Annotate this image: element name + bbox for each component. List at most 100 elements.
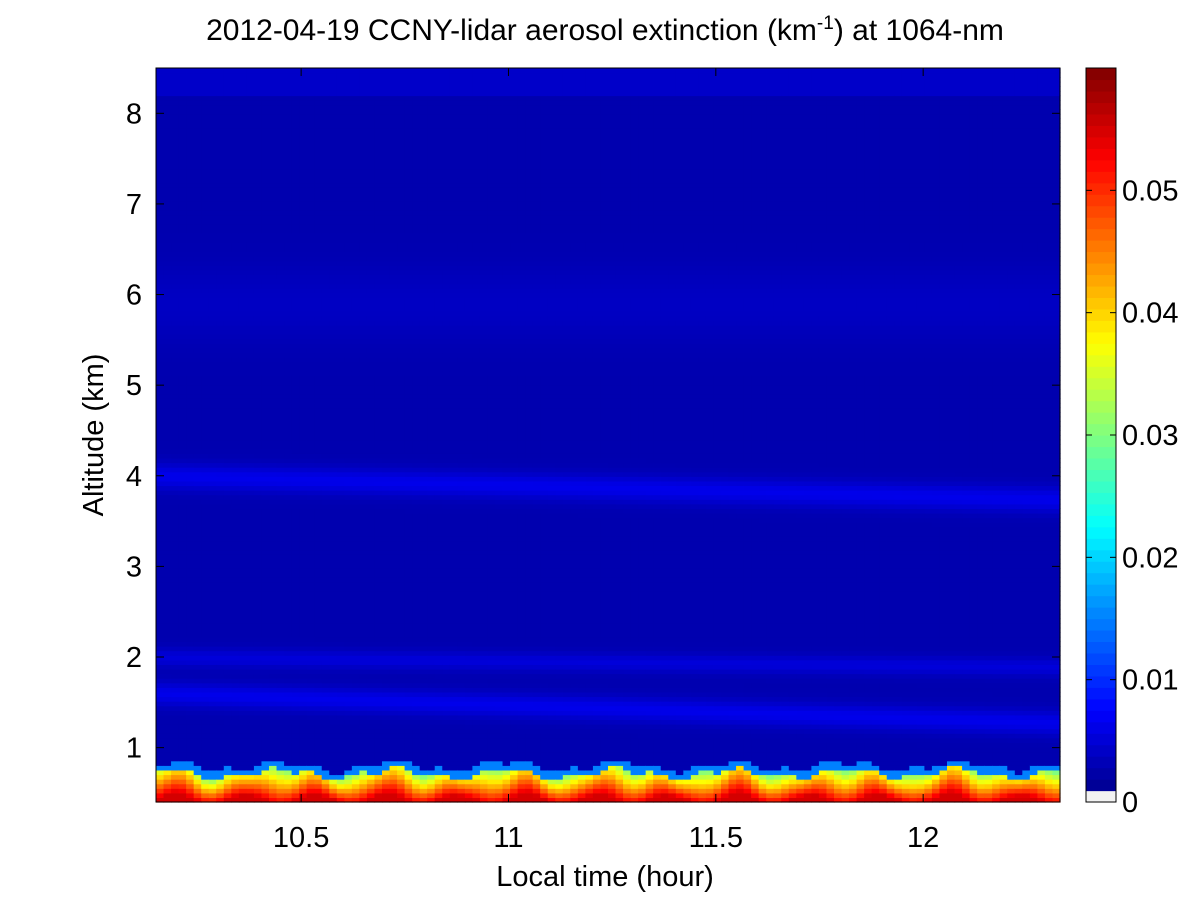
heatmap-cell [314, 577, 323, 583]
heatmap-cell [374, 586, 383, 592]
heatmap-cell [246, 581, 255, 587]
heatmap-cell [246, 641, 255, 647]
heatmap-cell [276, 384, 285, 390]
heatmap-cell [223, 320, 232, 326]
heatmap-cell [186, 705, 195, 711]
heatmap-cell [344, 412, 353, 418]
heatmap-cell [276, 448, 285, 454]
heatmap-cell [231, 196, 240, 202]
heatmap-cell [246, 430, 255, 436]
heatmap-cell [238, 123, 247, 129]
heatmap-cell [366, 297, 376, 303]
heatmap-cell [186, 535, 195, 542]
heatmap-cell [253, 485, 263, 491]
heatmap-cell [261, 279, 270, 285]
heatmap-cell [186, 123, 195, 129]
heatmap-cell [299, 512, 308, 519]
heatmap-cell [299, 145, 308, 152]
heatmap-cell [156, 118, 165, 124]
heatmap-cell [284, 201, 293, 207]
heatmap-cell [351, 118, 360, 124]
heatmap-cell [186, 687, 195, 693]
heatmap-cell [314, 150, 323, 156]
heatmap-cell [186, 444, 195, 450]
heatmap-cell [321, 512, 330, 519]
heatmap-cell [208, 545, 217, 551]
heatmap-cell [171, 490, 180, 496]
heatmap-cell [374, 476, 383, 482]
heatmap-cell [201, 237, 210, 243]
heatmap-cell [336, 90, 345, 97]
heatmap-cell [366, 517, 376, 523]
heatmap-cell [238, 168, 247, 175]
heatmap-cell [193, 494, 202, 500]
heatmap-cell [336, 751, 345, 757]
heatmap-cell [253, 627, 263, 633]
heatmap-cell [351, 357, 360, 363]
heatmap-cell [208, 251, 217, 257]
heatmap-cell [246, 104, 255, 110]
heatmap-cell [253, 425, 263, 432]
heatmap-cell [223, 471, 232, 477]
heatmap-cell [314, 549, 323, 555]
heatmap-cell [231, 343, 240, 349]
heatmap-cell [261, 609, 270, 615]
heatmap-cell [223, 329, 232, 335]
heatmap-cell [336, 379, 345, 386]
heatmap-cell [382, 531, 391, 537]
heatmap-cell [231, 673, 240, 679]
heatmap-cell [389, 756, 398, 762]
heatmap-cell [193, 288, 202, 294]
heatmap-cell [382, 306, 391, 312]
heatmap-cell [201, 201, 210, 207]
heatmap-cell [246, 586, 255, 592]
heatmap-cell [291, 792, 300, 799]
heatmap-cell [238, 728, 247, 734]
heatmap-cell [193, 329, 202, 335]
heatmap-cell [171, 646, 180, 652]
heatmap-cell [253, 545, 263, 551]
heatmap-cell [186, 783, 195, 789]
heatmap-cell [178, 168, 187, 175]
heatmap-cell [231, 476, 240, 482]
heatmap-cell [321, 751, 330, 757]
heatmap-cell [201, 164, 210, 170]
heatmap-cell [193, 765, 202, 771]
heatmap-cell [344, 95, 353, 101]
heatmap-cell [389, 636, 398, 643]
heatmap-cell [163, 210, 172, 216]
heatmap-cell [163, 508, 172, 514]
heatmap-cell [223, 265, 232, 271]
heatmap-cell [329, 512, 338, 519]
heatmap-cell [223, 512, 232, 519]
heatmap-cell [314, 182, 323, 188]
heatmap-cell [178, 370, 187, 376]
heatmap-cell [314, 751, 323, 757]
heatmap-cell [291, 545, 300, 551]
heatmap-cell [223, 719, 232, 725]
heatmap-cell [171, 714, 180, 721]
heatmap-cell [156, 178, 165, 184]
heatmap-cell [336, 765, 345, 771]
heatmap-cell [344, 682, 353, 688]
heatmap-cell [223, 453, 232, 459]
heatmap-cell [246, 705, 255, 711]
heatmap-cell [269, 306, 278, 312]
heatmap-cell [178, 480, 187, 487]
heatmap-cell [193, 274, 202, 280]
heatmap-cell [238, 480, 247, 487]
heatmap-cell [223, 81, 232, 87]
heatmap-cell [163, 577, 172, 583]
heatmap-cell [193, 613, 202, 620]
heatmap-cell [238, 710, 247, 716]
heatmap-cell [351, 338, 360, 344]
heatmap-cell [291, 769, 300, 776]
heatmap-cell [374, 407, 383, 413]
heatmap-cell [359, 655, 368, 661]
heatmap-cell [186, 393, 195, 399]
heatmap-cell [261, 508, 270, 514]
heatmap-cell [156, 214, 165, 220]
heatmap-cell [359, 512, 368, 519]
heatmap-cell [344, 769, 353, 776]
heatmap-cell [269, 164, 278, 170]
